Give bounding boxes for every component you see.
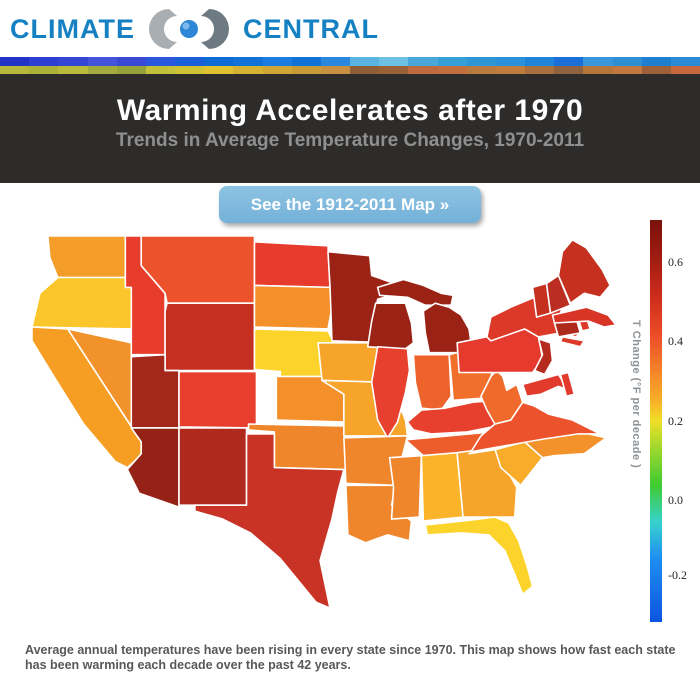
- colorbar-tick--0.2: -0.2: [668, 568, 687, 582]
- state-ME: Maine 0.52: [557, 239, 611, 305]
- colorbar-tick-0.0: 0.0: [668, 493, 683, 507]
- stripe-warm-cell-13: [379, 65, 409, 74]
- state-NJ: New Jersey 0.55: [533, 338, 554, 376]
- climate-central-logo-icon: [141, 9, 237, 49]
- stripe-warm-cell-0: [0, 65, 30, 74]
- stripe-warm-cell-7: [204, 65, 234, 74]
- stripe-warm-cell-14: [408, 65, 438, 74]
- state-OR: Oregon 0.21: [31, 276, 133, 330]
- colorbar-tick-0.4: 0.4: [668, 334, 683, 348]
- colorbar-gradient: [650, 220, 662, 622]
- logo-word-central: CENTRAL: [242, 13, 379, 44]
- header: CLIMATE CENTRAL: [0, 0, 700, 57]
- state-DE: Delaware 0.45: [559, 371, 576, 398]
- stripe-blue-cell-9: [262, 57, 292, 66]
- stripe-warm-cell-17: [495, 65, 526, 74]
- logo-word-climate: CLIMATE: [10, 13, 135, 44]
- logo-ring-right: [200, 9, 229, 49]
- stripe-warm-cell-12: [350, 65, 380, 74]
- stripe-blue-cell-11: [320, 57, 351, 66]
- map-caption: Average annual temperatures have been ri…: [25, 643, 676, 672]
- stripe-warm-cell-23: [670, 65, 700, 74]
- stripe-blue-cell-3: [87, 57, 117, 66]
- stripe-blue-cell-18: [525, 57, 555, 66]
- state-AL: Alabama 0.24: [420, 451, 464, 522]
- stripe-warm-cell-3: [87, 65, 117, 74]
- state-ND: North Dakota 0.43: [253, 241, 331, 289]
- stripe-warm-cell-8: [233, 65, 263, 74]
- stripe-blue-cell-14: [408, 57, 438, 66]
- stripe-warm-cell-11: [320, 65, 351, 74]
- logo-ring-left: [148, 9, 177, 49]
- state-TX: Texas 0.5: [194, 433, 345, 609]
- stripe-warm-cell-4: [116, 65, 146, 74]
- stripe-warm-cell-6: [175, 65, 205, 74]
- stripe-blue-cell-19: [554, 57, 584, 66]
- state-FL: Florida 0.19: [424, 516, 534, 596]
- stripe-blue-cell-17: [495, 57, 526, 66]
- state-MD: Maryland 0.45: [521, 373, 570, 398]
- stripe-warm-cell-22: [641, 65, 671, 74]
- stripe-warm-cell-16: [466, 65, 496, 74]
- state-SD: South Dakota 0.31: [253, 284, 333, 330]
- us-choropleth-map: Washington 0.29Oregon 0.21California 0.2…: [28, 226, 624, 622]
- see-other-map-button[interactable]: See the 1912-2011 Map »: [219, 186, 481, 223]
- stripe-row-warm: [0, 65, 700, 74]
- climate-central-logo: CLIMATE CENTRAL: [10, 9, 379, 49]
- logo-sphere: [179, 20, 198, 38]
- colorbar-tick-0.6: 0.6: [668, 255, 683, 269]
- state-CO: Colorado 0.43: [178, 370, 258, 429]
- stripe-blue-cell-2: [58, 57, 88, 66]
- stripe-blue-cell-13: [379, 57, 409, 66]
- stripe-blue-cell-0: [0, 57, 30, 66]
- stripe-blue-cell-12: [350, 57, 380, 66]
- stripe-warm-cell-18: [525, 65, 555, 74]
- decorative-color-stripe: [0, 57, 700, 74]
- state-WA: Washington 0.29: [47, 235, 127, 279]
- stripe-row-blue: [0, 57, 700, 66]
- stripe-blue-cell-22: [641, 57, 671, 66]
- stripe-blue-cell-4: [116, 57, 146, 66]
- state-NM: New Mexico 0.57: [178, 427, 248, 506]
- state-WY: Wyoming 0.52: [164, 302, 256, 372]
- state-NH: New Hampshire 0.54: [545, 274, 572, 314]
- stripe-warm-cell-19: [554, 65, 584, 74]
- colorbar-tick-0.2: 0.2: [668, 414, 683, 428]
- stripe-warm-cell-20: [583, 65, 613, 74]
- state-MA: Massachusetts 0.47: [551, 306, 617, 328]
- stripe-warm-cell-9: [262, 65, 292, 74]
- stripe-blue-cell-21: [612, 57, 642, 66]
- state-VA: Virginia 0.4: [470, 401, 601, 453]
- stripe-blue-cell-23: [670, 57, 700, 66]
- state-IN: Indiana 0.37: [412, 353, 452, 411]
- stripe-blue-cell-15: [437, 57, 467, 66]
- state-WI: Wisconsin 0.62: [366, 302, 415, 350]
- title-banner: Warming Accelerates after 1970 Trends in…: [0, 74, 700, 183]
- stripe-blue-cell-10: [291, 57, 321, 66]
- stripe-blue-cell-1: [29, 57, 59, 66]
- stripe-warm-cell-1: [29, 65, 59, 74]
- stripe-warm-cell-15: [437, 65, 467, 74]
- state-MS: Mississippi 0.33: [388, 454, 423, 520]
- page-title: Warming Accelerates after 1970: [116, 94, 584, 127]
- stripe-warm-cell-5: [145, 65, 176, 74]
- logo-sphere-highlight: [182, 22, 190, 30]
- stripe-warm-cell-21: [612, 65, 642, 74]
- stripe-blue-cell-20: [583, 57, 613, 66]
- colorbar-axis-label: T Change (°F per decade ): [630, 320, 642, 469]
- stripe-blue-cell-6: [175, 57, 205, 66]
- state-MI: Michigan 0.62: [422, 302, 472, 354]
- stripe-blue-cell-8: [233, 57, 263, 66]
- stripe-warm-cell-10: [291, 65, 321, 74]
- state-IL: Illinois 0.43: [370, 345, 411, 439]
- state-MI-UP: Michigan (Upper Peninsula) 0.62: [376, 278, 454, 306]
- stripe-blue-cell-5: [145, 57, 176, 66]
- stripe-warm-cell-2: [58, 65, 88, 74]
- page-subtitle: Trends in Average Temperature Changes, 1…: [115, 130, 585, 151]
- stripe-blue-cell-7: [204, 57, 234, 66]
- stripe-blue-cell-16: [466, 57, 496, 66]
